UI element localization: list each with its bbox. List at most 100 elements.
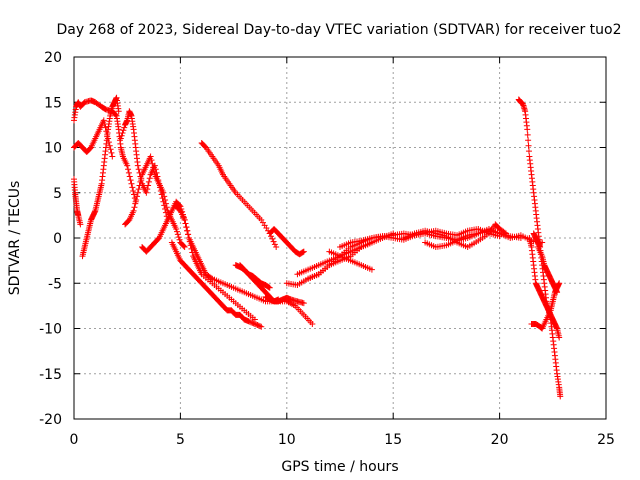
data-point	[102, 124, 109, 131]
data-point	[270, 238, 277, 245]
data-point	[253, 321, 260, 328]
data-point	[266, 284, 273, 291]
data-point	[181, 244, 188, 251]
data-point	[107, 146, 114, 153]
series-s8	[168, 239, 265, 330]
data-point	[136, 182, 143, 189]
data-point	[149, 160, 156, 167]
data-point	[163, 204, 170, 211]
data-point	[125, 169, 132, 176]
data-point	[208, 274, 215, 281]
data-point	[150, 164, 157, 171]
data-point	[254, 322, 261, 329]
data-point	[300, 248, 307, 255]
series-s6	[122, 153, 188, 251]
data-point	[130, 187, 137, 194]
data-point	[309, 320, 316, 327]
data-point	[173, 228, 180, 235]
y-tick-label: 10	[44, 141, 62, 157]
x-tick-label: 15	[384, 432, 402, 448]
data-point	[117, 135, 124, 142]
data-point	[118, 132, 125, 139]
data-point	[556, 334, 563, 341]
data-points	[71, 94, 564, 400]
data-point	[160, 189, 167, 196]
data-point	[182, 220, 189, 227]
data-point	[250, 320, 257, 327]
x-tick-label: 20	[491, 432, 509, 448]
data-point	[120, 127, 127, 134]
data-point	[151, 168, 158, 175]
data-point	[246, 318, 253, 325]
data-point	[557, 393, 564, 400]
data-point	[125, 166, 132, 173]
data-point	[132, 200, 139, 207]
data-point	[256, 323, 263, 330]
data-point	[175, 234, 182, 241]
data-point	[134, 162, 141, 169]
data-point	[144, 186, 151, 193]
series-s4	[71, 117, 116, 160]
data-point	[137, 178, 144, 185]
data-point	[112, 111, 119, 118]
y-tick-labels: -20 -15 -10 -5 0 5 10 15 20	[39, 50, 62, 428]
data-point	[525, 148, 532, 155]
data-point	[299, 249, 306, 256]
data-point	[105, 139, 112, 146]
data-point	[162, 196, 169, 203]
data-point	[185, 231, 192, 238]
y-tick-label: 5	[53, 186, 62, 202]
x-tick-label: 0	[70, 432, 79, 448]
data-point	[124, 162, 131, 169]
series-s26	[530, 230, 544, 251]
data-point	[143, 189, 150, 196]
data-point	[115, 108, 122, 115]
x-tick-label: 25	[597, 432, 615, 448]
data-point	[525, 142, 532, 149]
y-tick-label: -20	[39, 412, 62, 428]
data-point	[146, 175, 153, 182]
data-point	[134, 189, 141, 196]
data-point	[273, 244, 280, 251]
data-point	[101, 120, 108, 127]
data-point	[131, 204, 138, 211]
series-s14	[262, 293, 307, 307]
data-point	[133, 193, 140, 200]
data-point	[145, 178, 152, 185]
data-point	[128, 180, 135, 187]
data-point	[104, 131, 111, 138]
data-point	[183, 224, 190, 231]
data-point	[300, 300, 307, 307]
data-point	[525, 137, 532, 144]
data-point	[271, 241, 278, 248]
data-point	[130, 207, 137, 214]
data-point	[135, 166, 142, 173]
data-point	[524, 131, 531, 138]
data-point	[554, 289, 561, 296]
data-point	[138, 175, 145, 182]
data-point	[368, 266, 375, 273]
data-point	[119, 130, 126, 137]
data-point	[184, 227, 191, 234]
x-axis-label: GPS time / hours	[281, 459, 398, 475]
data-point	[249, 319, 256, 326]
series-s12	[232, 262, 273, 291]
x-tick-label: 10	[278, 432, 296, 448]
gridlines	[74, 57, 606, 419]
series-s2	[71, 176, 84, 228]
data-point	[105, 135, 112, 142]
data-point	[251, 320, 258, 327]
data-point	[77, 221, 84, 228]
x-tick-labels: 0 5 10 15 20 25	[70, 432, 615, 448]
data-point	[265, 284, 272, 291]
series-s3	[79, 94, 122, 260]
series-s19	[326, 248, 375, 273]
data-point	[180, 243, 187, 250]
data-point	[126, 173, 133, 180]
y-axis-label: SDTVAR / TECUs	[7, 181, 23, 296]
data-point	[176, 236, 183, 243]
data-point	[255, 322, 262, 329]
y-tick-label: 0	[53, 231, 62, 247]
